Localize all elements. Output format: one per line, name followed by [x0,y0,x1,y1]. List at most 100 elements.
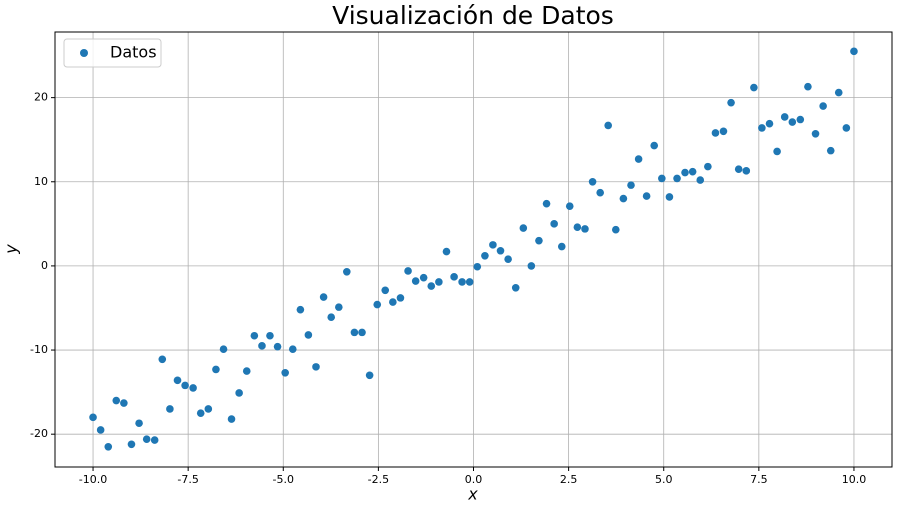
scatter-point [481,252,489,260]
scatter-point [411,277,420,285]
scatter-point [227,415,236,423]
scatter-point [135,419,143,428]
scatter-point [511,283,520,292]
scatter-point [850,47,858,56]
scatter-point [166,405,174,413]
scatter-point [557,242,566,251]
scatter-point [535,236,543,245]
scatter-point [704,162,712,171]
scatter-point [365,371,374,380]
scatter-point [727,98,735,107]
scatter-point [389,298,397,306]
scatter-point [142,435,151,444]
scatter-point [758,124,766,132]
scatter-point [204,405,213,413]
scatter-point [358,328,366,337]
scatter-point [212,365,220,374]
scatter-point [619,194,628,203]
scatter-point [611,225,620,234]
scatter-point [196,409,205,417]
scatter-point [465,278,474,286]
scatter-point [711,129,720,137]
scatter-point [327,313,336,322]
scatter-point [296,305,305,314]
scatter-point [650,141,659,150]
scatter-point [658,174,666,183]
scatter-point [104,443,113,451]
x-tick-label: -2.5 [368,473,389,486]
scatter-point [642,192,651,200]
x-tick-label: -7.5 [177,473,198,486]
scatter-point [696,176,705,184]
x-tick-label: 10.0 [842,473,867,486]
scatter-point [435,278,443,286]
scatter-point [396,294,405,302]
y-tick-label: 20 [34,91,48,104]
scatter-point [765,119,774,128]
scatter-point [450,273,458,281]
scatter-point [473,262,482,271]
scatter-point [235,389,243,397]
scatter-point [819,102,827,110]
scatter-point [634,155,643,163]
scatter-point [127,440,136,449]
scatter-point [796,115,805,124]
scatter-point [804,82,812,91]
scatter-point [173,376,182,385]
scatter-point [112,396,121,405]
scatter-point [458,278,466,286]
scatter-point [373,300,382,309]
scatter-point [335,303,343,311]
legend-box [63,38,162,68]
scatter-point [288,345,297,354]
x-axis-label: x [467,485,478,504]
scatter-point [842,124,851,132]
x-tick-label: -5.0 [273,473,294,486]
x-tick-label: 5.0 [655,473,673,486]
legend-label: Datos [110,43,157,62]
y-tick-label: 10 [34,175,48,188]
scatter-point [681,168,689,177]
scatter-point [419,273,428,282]
scatter-point [219,345,228,354]
x-tick-label: 7.5 [750,473,768,486]
scatter-point [442,247,451,256]
scatter-point [489,241,497,249]
scatter-point [343,267,351,276]
plot-frame [54,31,893,468]
scatter-point [627,181,635,189]
scatter-point [150,436,159,444]
x-tick-label: -10.0 [79,473,107,486]
scatter-point [504,255,512,263]
chart-title: Visualización de Datos [332,1,614,30]
scatter-point [688,167,697,176]
y-tick-label: -20 [30,427,48,440]
scatter-point [581,225,589,233]
scatter-point [120,399,128,407]
scatter-point [319,293,328,301]
scatter-point [811,130,820,138]
scatter-point [826,146,835,155]
scatter-point [742,167,751,175]
scatter-point [242,367,251,375]
scatter-point [312,363,320,371]
scatter-point [381,286,390,295]
scatter-point [773,147,781,156]
scatter-point [550,220,558,228]
scatter-point [158,355,167,364]
scatter-point [527,262,536,270]
scatter-point [665,193,674,201]
scatter-point [273,342,282,351]
scatter-point [89,413,97,422]
scatter-point [604,121,612,130]
scatter-point [250,331,259,340]
scatter-point [496,246,505,255]
scatter-point [519,224,528,232]
scatter-point [427,282,436,290]
x-tick-label: 2.5 [560,473,578,486]
scatter-point [565,202,574,210]
scatter-point [750,83,758,92]
scatter-point [542,199,551,208]
scatter-point [404,267,412,275]
scatter-point [573,223,582,232]
